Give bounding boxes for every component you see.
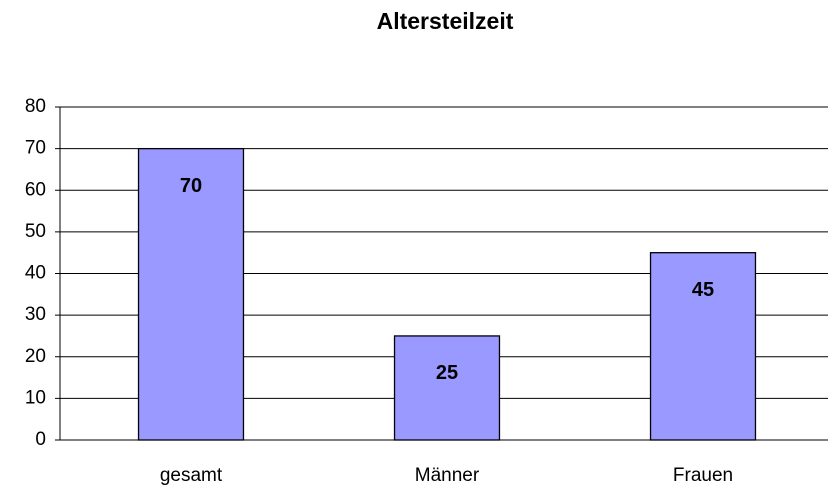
y-tick-label: 70 bbox=[25, 138, 46, 159]
y-tick-label: 0 bbox=[35, 429, 46, 450]
y-tick-label: 80 bbox=[25, 96, 46, 117]
bar bbox=[649, 252, 757, 441]
y-tick-label: 50 bbox=[25, 221, 46, 242]
x-tick-label: Männer bbox=[415, 465, 480, 486]
y-tick-label: 30 bbox=[25, 304, 46, 325]
bar bbox=[137, 147, 245, 441]
data-label: 25 bbox=[436, 362, 458, 384]
data-label: 70 bbox=[180, 175, 202, 197]
y-tick-label: 60 bbox=[25, 179, 46, 200]
x-tick-label: Frauen bbox=[673, 465, 733, 486]
x-tick-label: gesamt bbox=[160, 465, 223, 486]
y-tick-label: 20 bbox=[25, 346, 46, 367]
y-tick-label: 40 bbox=[25, 263, 46, 284]
chart-title: Altersteilzeit bbox=[377, 8, 514, 34]
data-label: 45 bbox=[692, 279, 714, 301]
bar bbox=[393, 335, 501, 441]
y-tick-label: 10 bbox=[25, 387, 46, 408]
